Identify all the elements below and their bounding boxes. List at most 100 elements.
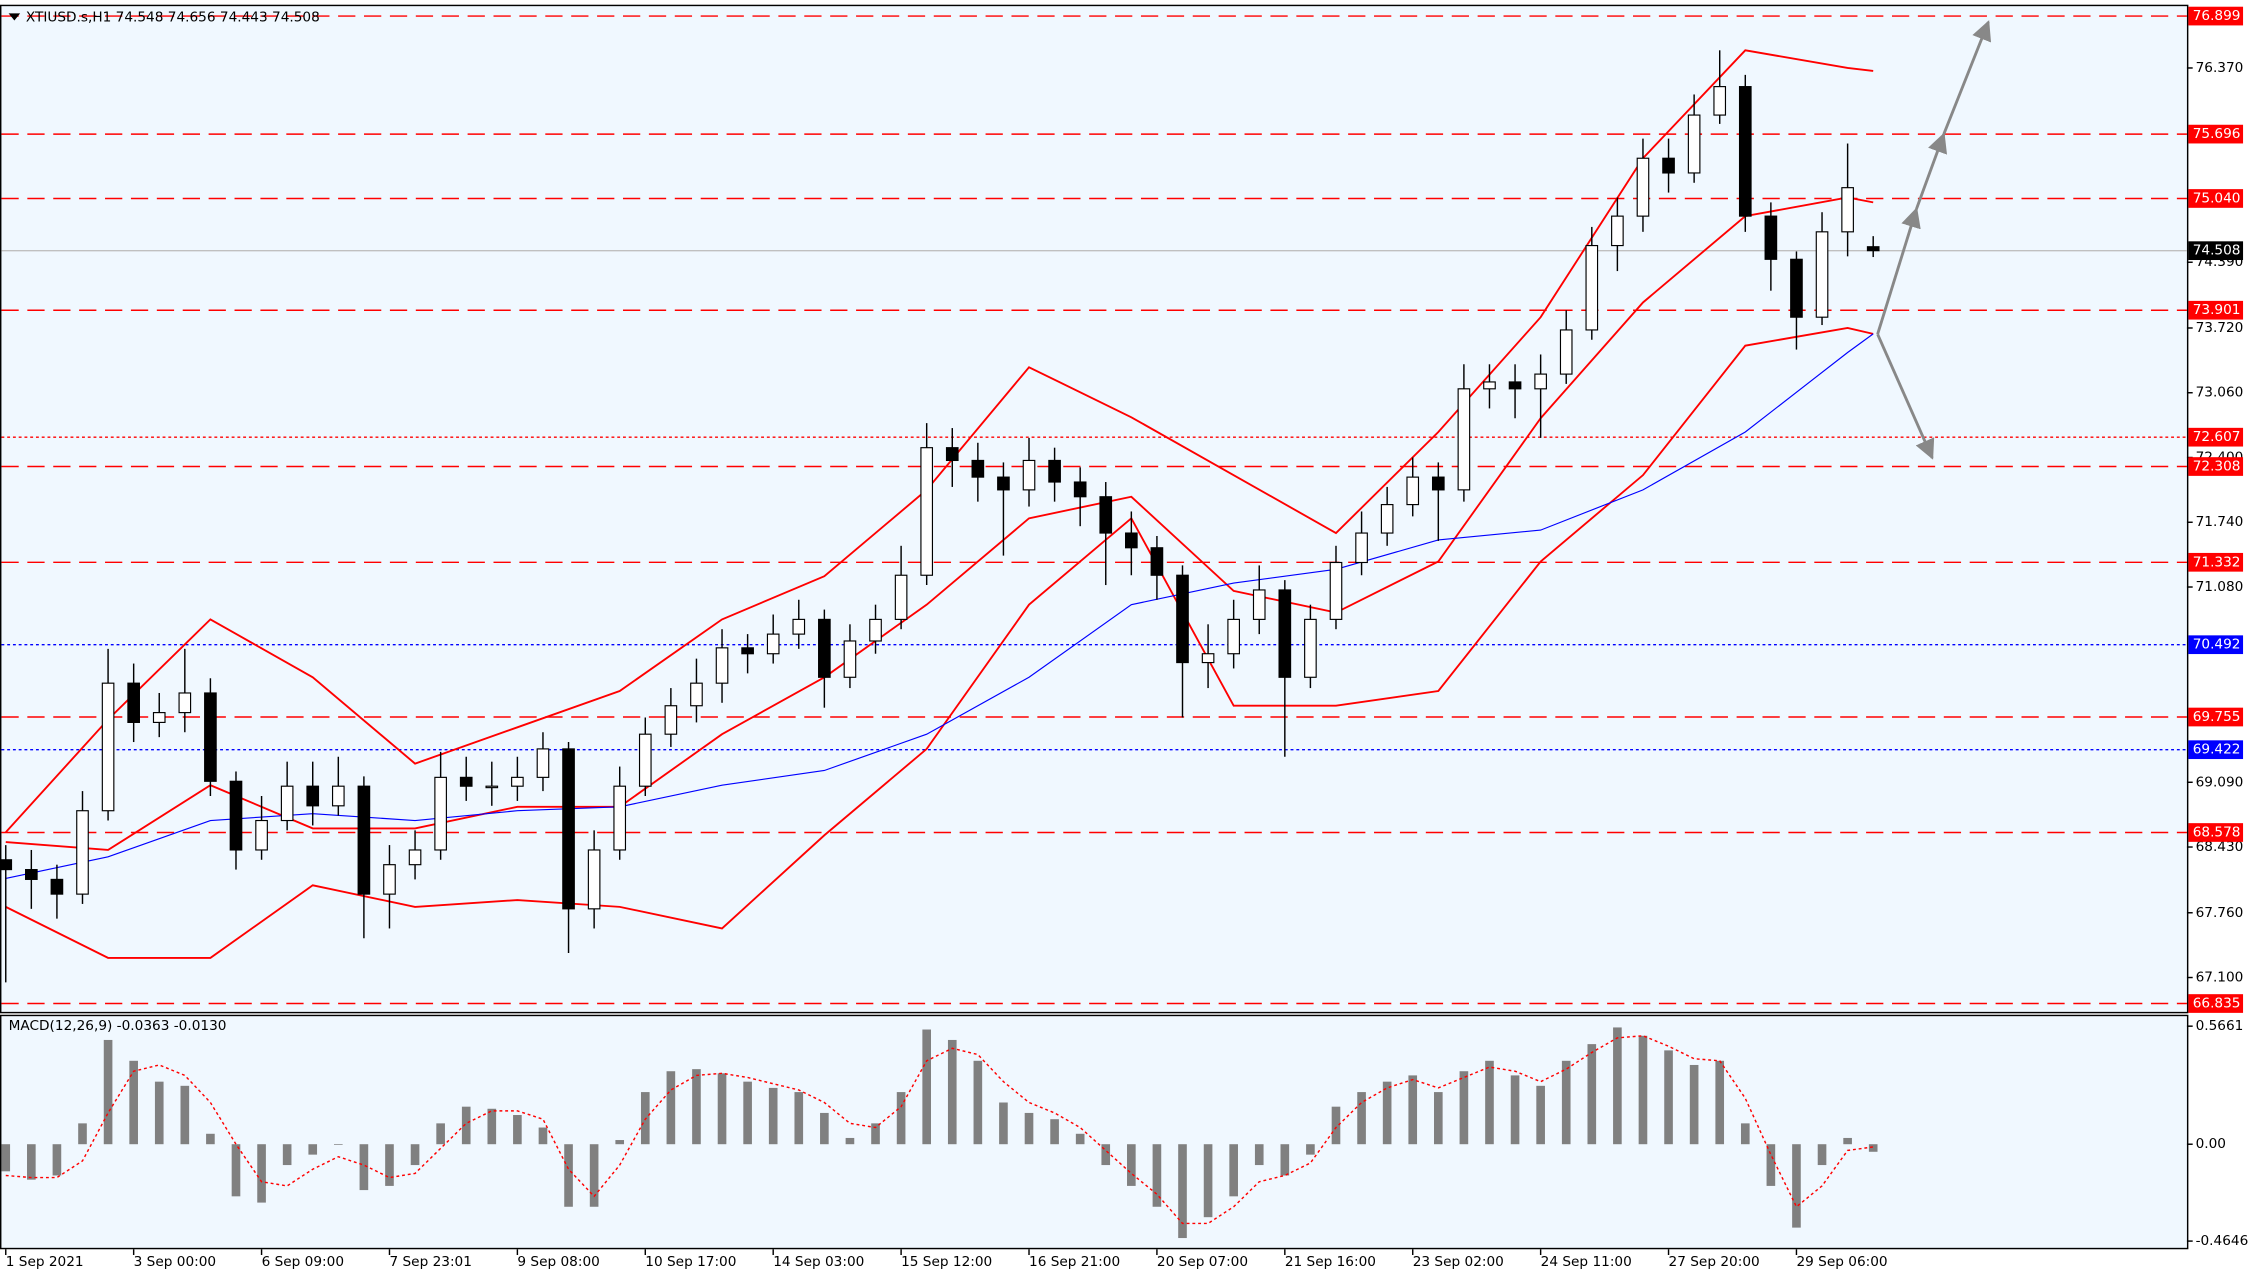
macd-bar <box>1306 1144 1315 1155</box>
y-tick-label: 73.720 <box>2196 320 2244 336</box>
macd-bar <box>538 1127 548 1145</box>
candle-body <box>971 459 985 478</box>
macd-bar <box>1613 1027 1622 1145</box>
candle-body <box>306 785 320 807</box>
level-label-bg <box>2188 635 2244 655</box>
level-label: 76.899 <box>2193 8 2241 24</box>
level-label-bg <box>2188 823 2244 842</box>
macd-bar <box>1510 1075 1520 1145</box>
x-tick-label: 15 Sep 12:00 <box>901 1254 992 1270</box>
macd-bar <box>794 1092 804 1145</box>
macd-bar <box>27 1144 36 1180</box>
candle-body <box>1508 381 1522 390</box>
macd-bar <box>615 1140 625 1145</box>
level-label-bg <box>2188 6 2244 26</box>
x-tick-label: 10 Sep 17:00 <box>645 1254 736 1270</box>
macd-bar <box>768 1087 778 1145</box>
candle-body <box>1355 532 1368 564</box>
x-tick-label: 3 Sep 00:00 <box>134 1254 216 1270</box>
candle-body <box>792 618 806 635</box>
arrow <box>1942 20 1992 135</box>
macd-bar <box>487 1108 497 1145</box>
candle-body <box>1559 329 1573 375</box>
macd-bar <box>1382 1081 1392 1145</box>
y-tick-label: 0.00 <box>2196 1136 2226 1152</box>
level-label: 70.492 <box>2193 637 2241 653</box>
level-label: 71.332 <box>2193 554 2241 570</box>
candle-body <box>1125 532 1138 549</box>
level-label: 72.607 <box>2193 429 2241 445</box>
candle-body <box>997 476 1010 491</box>
y-tick-label: 71.080 <box>2196 579 2244 595</box>
candle-body <box>1099 496 1113 534</box>
candle-body <box>178 692 192 714</box>
macd-panel <box>0 1014 2189 1250</box>
macd-bar <box>1817 1144 1827 1166</box>
macd-bar <box>1459 1071 1469 1145</box>
macd-bar <box>1050 1119 1059 1145</box>
level-label-bg <box>2188 740 2244 760</box>
level-label: 75.696 <box>2193 126 2241 142</box>
candle-body <box>1611 215 1624 247</box>
candle-body <box>894 574 908 620</box>
macd-bar <box>1561 1060 1571 1145</box>
macd-bar <box>461 1106 471 1145</box>
macd-bar <box>308 1144 318 1155</box>
y-tick-label: 68.430 <box>2196 839 2244 855</box>
candle-body <box>408 849 422 866</box>
macd-bar <box>564 1144 573 1207</box>
macd-bar <box>333 1144 343 1145</box>
candle-body <box>1227 618 1240 655</box>
level-label-bg <box>2188 189 2244 208</box>
level-label-bg <box>2188 427 2244 447</box>
macd-bar <box>1178 1144 1187 1239</box>
macd-bar <box>896 1092 906 1145</box>
macd-bar <box>206 1133 215 1145</box>
candle-body <box>1764 215 1778 260</box>
macd-title: MACD(12,26,9) -0.0363 -0.0130 <box>9 1018 227 1034</box>
candle-body <box>1457 388 1471 491</box>
y-tick-label: 0.5661 <box>2196 1018 2244 1034</box>
level-label-bg <box>2188 124 2244 144</box>
macd-bar <box>52 1144 62 1176</box>
level-label: 68.578 <box>2193 825 2241 841</box>
candle-body <box>255 819 268 851</box>
candle-body <box>1585 244 1599 331</box>
candle-body <box>1738 86 1752 217</box>
candle-body <box>485 785 499 789</box>
candle-body <box>101 682 115 812</box>
candle-body <box>1022 459 1036 491</box>
macd-bar <box>180 1085 190 1145</box>
level-label: 66.835 <box>2193 996 2241 1012</box>
candle-body <box>434 776 447 851</box>
candle-body <box>869 618 882 642</box>
annotation-arrows <box>1876 20 1992 460</box>
arrow <box>1876 333 1935 460</box>
candle-body <box>715 647 729 684</box>
macd-bar <box>436 1123 445 1145</box>
y-tick-label: 71.740 <box>2196 514 2244 530</box>
candle-body <box>1406 476 1420 506</box>
macd-bar <box>1433 1092 1443 1145</box>
macd-bar <box>282 1144 292 1166</box>
candle-body <box>1150 547 1164 576</box>
macd-bar <box>1203 1144 1213 1218</box>
macd-bar <box>743 1081 752 1145</box>
candle-body <box>1431 476 1445 491</box>
macd-bar <box>845 1137 855 1145</box>
macd-bar <box>1485 1060 1494 1145</box>
arrow <box>1876 207 1921 335</box>
level-label: 73.901 <box>2193 302 2241 318</box>
macd-bar <box>359 1144 369 1191</box>
macd-bar <box>922 1029 932 1145</box>
macd-bar <box>1868 1144 1878 1152</box>
candle-body <box>690 682 703 707</box>
candle-body <box>741 647 754 655</box>
candle-body <box>1048 459 1061 483</box>
macd-bar <box>78 1123 87 1145</box>
macd-bar <box>1331 1106 1341 1145</box>
x-tick-label: 21 Sep 16:00 <box>1285 1254 1376 1270</box>
candle-body <box>127 682 140 723</box>
arrow <box>1915 132 1948 210</box>
